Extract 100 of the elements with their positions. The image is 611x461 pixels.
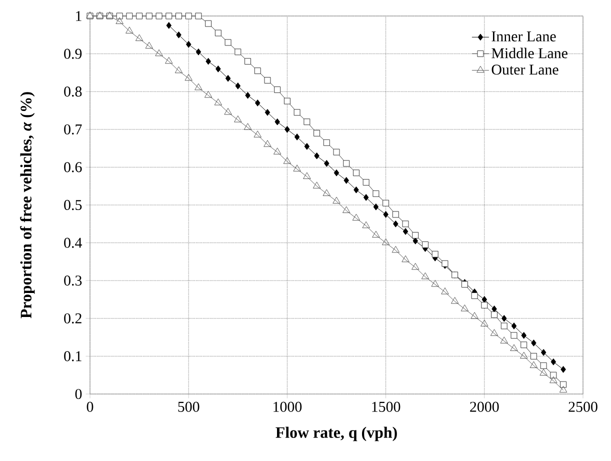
- point: [126, 26, 134, 34]
- point: [225, 74, 231, 82]
- point: [184, 74, 192, 81]
- point: [224, 108, 232, 115]
- point: [145, 42, 154, 49]
- point: [314, 130, 320, 136]
- point: [274, 118, 280, 126]
- point: [393, 220, 398, 228]
- point: [304, 118, 310, 126]
- point: [382, 200, 390, 206]
- point: [492, 306, 497, 312]
- point: [165, 56, 173, 64]
- y-tick-label: 0.8: [64, 86, 82, 97]
- point: [392, 211, 399, 218]
- point: [135, 34, 144, 42]
- point: [204, 90, 212, 98]
- point: [344, 176, 350, 184]
- point: [116, 17, 124, 24]
- point: [244, 58, 251, 65]
- point: [334, 169, 340, 176]
- point: [490, 329, 498, 336]
- point: [363, 194, 369, 201]
- point: [324, 160, 330, 167]
- point: [352, 170, 360, 176]
- point: [254, 68, 261, 74]
- point: [314, 152, 320, 160]
- point: [510, 344, 518, 351]
- point: [176, 12, 182, 20]
- y-tick-label: 0: [75, 388, 82, 400]
- x-axis-title: Flow rate, q (vph): [276, 426, 397, 442]
- x-tick-label: 2000: [470, 402, 499, 412]
- y-tick-label: 0.6: [64, 162, 82, 172]
- point: [482, 296, 488, 303]
- point: [273, 148, 282, 154]
- point: [176, 31, 182, 38]
- point: [470, 312, 478, 319]
- point: [186, 40, 192, 48]
- point: [500, 336, 508, 344]
- point: [412, 262, 420, 270]
- point: [195, 12, 202, 20]
- point: [284, 126, 290, 133]
- y-tick-label: 1: [76, 11, 82, 21]
- point: [264, 77, 271, 84]
- point: [304, 142, 310, 150]
- point: [294, 109, 300, 116]
- point: [354, 186, 359, 194]
- point: [333, 148, 340, 156]
- point: [471, 292, 478, 299]
- point: [166, 12, 172, 20]
- point: [550, 358, 556, 366]
- point: [372, 190, 380, 197]
- point: [460, 304, 469, 312]
- point: [206, 58, 211, 65]
- point: [432, 250, 438, 258]
- point: [392, 246, 400, 253]
- point: [126, 12, 133, 20]
- point: [530, 361, 538, 368]
- point: [421, 272, 430, 280]
- y-tick-label: 0.1: [64, 351, 82, 362]
- point: [511, 322, 517, 330]
- point: [216, 65, 221, 72]
- point: [155, 49, 163, 56]
- point: [156, 12, 162, 20]
- point: [166, 22, 172, 29]
- point: [450, 296, 459, 304]
- point: [294, 134, 300, 140]
- point: [540, 348, 546, 356]
- point: [312, 182, 321, 188]
- point: [283, 157, 292, 164]
- point: [441, 288, 449, 294]
- point: [531, 340, 536, 346]
- point: [550, 376, 558, 384]
- x-tick-label: 1500: [372, 402, 400, 412]
- point: [323, 139, 330, 146]
- point: [343, 160, 350, 167]
- point: [530, 352, 537, 360]
- point: [383, 211, 388, 218]
- point: [362, 221, 370, 228]
- point: [254, 130, 262, 138]
- point: [303, 172, 311, 179]
- x-tick-label: 0: [86, 402, 94, 412]
- y-tick-label: 0.7: [64, 124, 82, 134]
- y-axis-title: Proportion of free vehicles, α (%): [20, 92, 35, 318]
- point: [174, 66, 183, 74]
- point: [234, 116, 242, 122]
- point: [116, 12, 123, 20]
- y-tick-label: 0.4: [64, 238, 82, 248]
- point: [412, 232, 419, 238]
- point: [234, 48, 242, 56]
- point: [214, 98, 222, 106]
- point: [422, 241, 428, 248]
- point: [185, 12, 192, 20]
- x-tick-label: 1000: [274, 402, 302, 412]
- point: [501, 314, 507, 322]
- point: [146, 12, 152, 20]
- y-tick-label: 0.3: [64, 276, 82, 286]
- point: [332, 196, 340, 204]
- point: [254, 100, 260, 106]
- point: [245, 92, 250, 99]
- point: [352, 214, 360, 221]
